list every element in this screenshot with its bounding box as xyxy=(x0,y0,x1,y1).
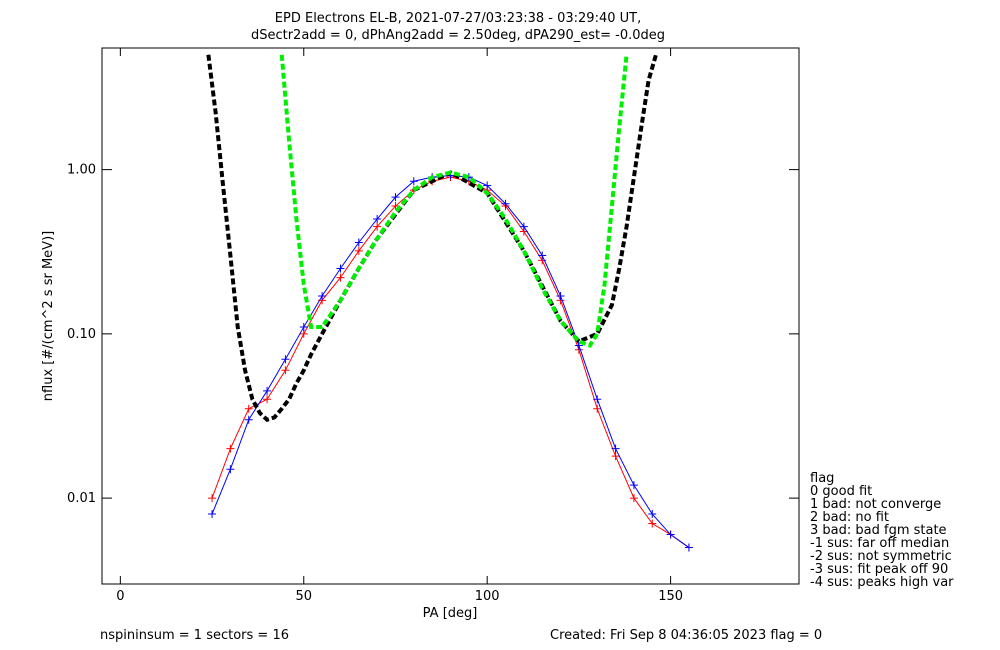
data-point xyxy=(299,329,308,338)
legend-entry-6: -3 sus: fit peak off 90 xyxy=(810,562,948,577)
data-point xyxy=(574,341,583,350)
data-point xyxy=(684,543,693,552)
legend-entry-7: -4 sus: peaks high var xyxy=(810,575,954,590)
data-point xyxy=(208,494,217,503)
legend-entry-1: 1 bad: not converge xyxy=(810,497,941,512)
legend-title: flag xyxy=(810,471,834,486)
data-point xyxy=(593,395,602,404)
data-point xyxy=(226,465,235,474)
footer-left: nspininsum = 1 sectors = 16 xyxy=(100,628,289,643)
data-point xyxy=(648,510,657,519)
legend-entry-3: 3 bad: bad fgm state xyxy=(810,523,947,538)
data-point xyxy=(556,292,565,301)
data-point xyxy=(593,404,602,413)
y-axis-label: nflux [#/(cm^2 s sr MeV)] xyxy=(41,231,56,401)
fit-curve-green xyxy=(279,54,629,348)
data-point xyxy=(629,481,638,490)
data-point xyxy=(226,444,235,453)
x-tick-label: 0 xyxy=(116,589,124,604)
y-tick-label: 1.00 xyxy=(67,163,96,178)
data-point xyxy=(281,366,290,375)
data-point xyxy=(519,222,528,231)
data-point xyxy=(373,215,382,224)
legend: flag 0 good fit 1 bad: not converge 2 ba… xyxy=(810,471,954,590)
x-tick-label: 50 xyxy=(295,589,312,604)
y-tick-label: 0.10 xyxy=(67,327,96,342)
chart-title-line1: EPD Electrons EL-B, 2021-07-27/03:23:38 … xyxy=(275,11,641,26)
data-point xyxy=(336,264,345,273)
data-point xyxy=(483,181,492,190)
data-point xyxy=(391,193,400,202)
footer-right: Created: Fri Sep 8 04:36:05 2023 flag = … xyxy=(550,628,822,643)
data-point xyxy=(208,510,217,519)
data-point xyxy=(611,444,620,453)
data-point xyxy=(263,395,272,404)
data-point xyxy=(244,415,253,424)
legend-entry-0: 0 good fit xyxy=(810,484,872,499)
data-point xyxy=(666,530,675,539)
y-tick-label: 0.01 xyxy=(67,491,96,506)
series-line xyxy=(211,175,690,548)
data-point xyxy=(373,222,382,231)
data-point xyxy=(244,404,253,413)
plot-area-frame xyxy=(101,47,800,585)
data-point xyxy=(501,199,510,208)
x-tick-label: 100 xyxy=(475,589,500,604)
axis-layer: 0 50 100 150 0.01 0.10 1.00 xyxy=(67,48,799,604)
fit-curve-black xyxy=(206,54,658,423)
data-point xyxy=(354,238,363,247)
legend-entry-4: -1 sus: far off median xyxy=(810,536,949,551)
data-point xyxy=(336,273,345,282)
series-layer xyxy=(208,171,693,552)
x-axis-label: PA [deg] xyxy=(423,606,478,621)
legend-entry-5: -2 sus: not symmetric xyxy=(810,549,952,564)
data-point xyxy=(299,323,308,332)
data-point xyxy=(611,452,620,461)
data-point xyxy=(629,494,638,503)
data-point xyxy=(318,292,327,301)
data-point xyxy=(281,355,290,364)
data-point xyxy=(409,177,418,186)
x-tick-label: 150 xyxy=(658,589,683,604)
data-point xyxy=(648,519,657,528)
chart-title-line2: dSectr2add = 0, dPhAng2add = 2.50deg, dP… xyxy=(251,28,665,43)
data-point xyxy=(263,386,272,395)
data-point xyxy=(538,251,547,260)
legend-entry-2: 2 bad: no fit xyxy=(810,510,889,525)
fit-layer xyxy=(206,54,658,423)
data-point xyxy=(354,246,363,255)
